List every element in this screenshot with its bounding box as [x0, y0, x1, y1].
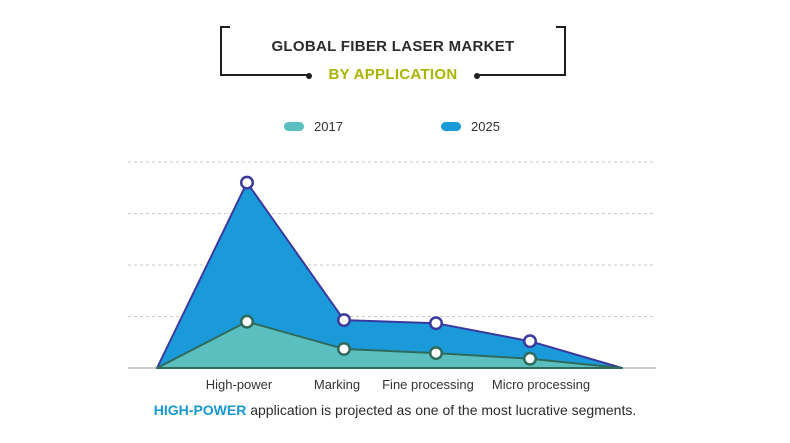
x-tick-label: High-power: [205, 377, 273, 392]
subtitle-bullet-left: [306, 73, 312, 79]
legend-item-2025: 2025: [441, 118, 500, 134]
title-frame-edge-right: [556, 26, 564, 28]
chart-caption: HIGH-POWER application is projected as o…: [0, 402, 790, 418]
legend-label-2025: 2025: [471, 118, 500, 134]
legend-swatch-2025: [441, 121, 461, 131]
caption-text: application is projected as one of the m…: [246, 402, 637, 418]
title-frame: [220, 26, 566, 76]
marker-2017-point: [339, 344, 349, 354]
marker-2025-point: [431, 318, 441, 328]
chart-subtitle: BY APPLICATION: [328, 66, 458, 83]
marker-2017-point: [525, 354, 535, 364]
marker-2017-point: [431, 348, 441, 358]
legend-item-2017: 2017: [284, 118, 343, 134]
x-tick-label: Fine processing: [382, 377, 474, 392]
legend-label-2017: 2017: [314, 118, 343, 134]
marker-2017-point: [242, 317, 252, 327]
subtitle-bullet-right: [474, 73, 480, 79]
title-frame-gap: [311, 74, 479, 76]
title-frame-edge-left: [222, 26, 230, 28]
x-tick-label: Marking: [313, 377, 361, 392]
x-tick-label: Micro processing: [491, 377, 591, 392]
marker-2025-point: [242, 178, 252, 188]
legend-swatch-2017: [284, 121, 304, 131]
caption-highlight: HIGH-POWER: [153, 402, 247, 418]
marker-2025-point: [525, 336, 535, 346]
marker-2025-point: [339, 315, 349, 325]
chart-title: GLOBAL FIBER LASER MARKET: [271, 38, 515, 55]
